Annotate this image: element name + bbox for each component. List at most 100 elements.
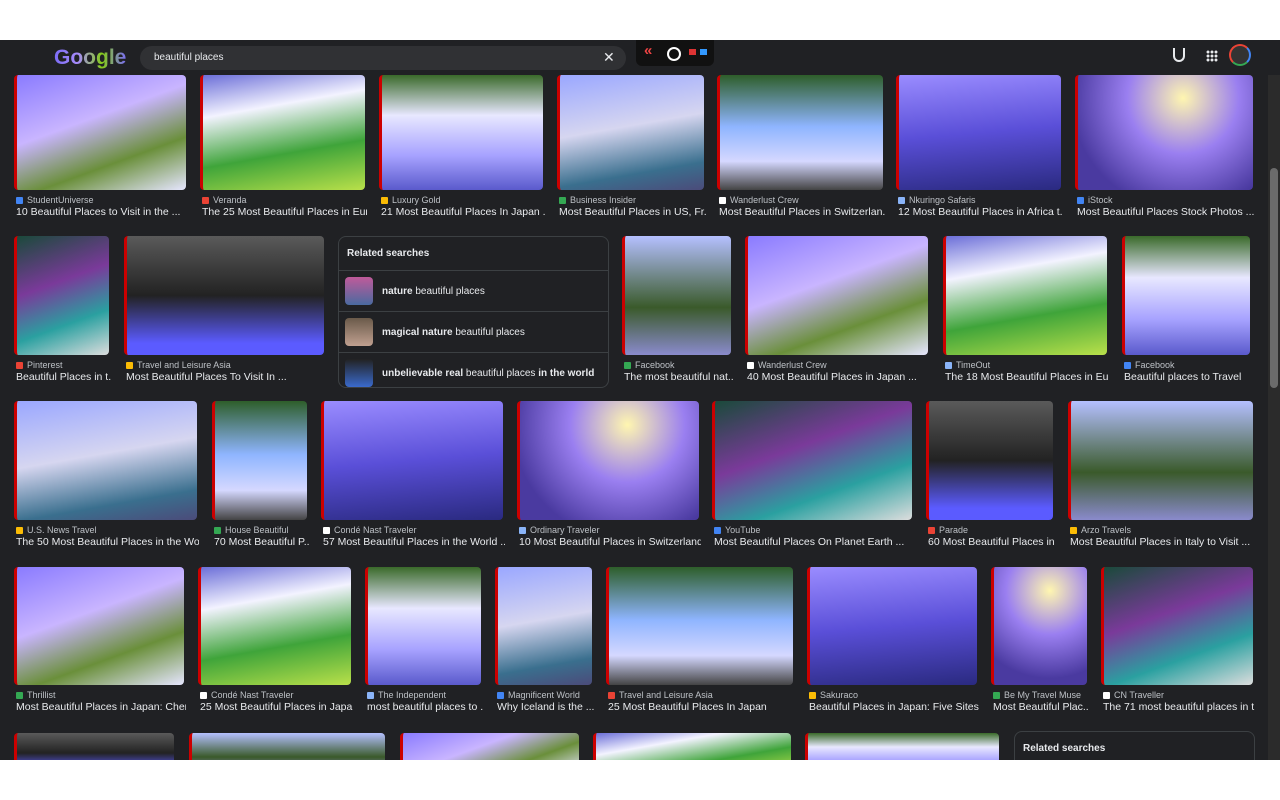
related-text[interactable]: magical nature: [382, 326, 453, 338]
source-name[interactable]: Condé Nast Traveler: [334, 525, 417, 535]
result-image[interactable]: [321, 401, 503, 520]
result-source[interactable]: The Independent: [367, 690, 483, 700]
result-source[interactable]: Travel and Leisure Asia: [608, 690, 795, 700]
result-image[interactable]: [200, 75, 365, 190]
result-image[interactable]: [400, 733, 579, 760]
result-title[interactable]: most beautiful places to ...: [367, 701, 483, 713]
source-name[interactable]: Veranda: [213, 195, 247, 205]
result-image[interactable]: [212, 401, 307, 520]
record-icon[interactable]: [667, 47, 681, 61]
result-title[interactable]: Most Beautiful Plac...: [993, 701, 1089, 713]
source-name[interactable]: House Beautiful: [225, 525, 289, 535]
related-item[interactable]: magical nature beautiful places: [339, 311, 608, 352]
logo[interactable]: Google: [54, 46, 127, 69]
source-name[interactable]: Luxury Gold: [392, 195, 441, 205]
result-title[interactable]: 21 Most Beautiful Places In Japan ...: [381, 206, 545, 218]
related-text[interactable]: nature: [382, 285, 413, 297]
scrollbar-thumb[interactable]: [1270, 168, 1278, 388]
related-text[interactable]: beautiful places: [463, 367, 539, 379]
result-title[interactable]: The 71 most beautiful places in t...: [1103, 701, 1255, 713]
result-source[interactable]: U.S. News Travel: [16, 525, 199, 535]
result-image[interactable]: [557, 75, 704, 190]
result-source[interactable]: Pinterest: [16, 360, 111, 370]
result-title[interactable]: 25 Most Beautiful Places in Japa...: [200, 701, 353, 713]
result-source[interactable]: Ordinary Traveler: [519, 525, 701, 535]
result-image[interactable]: [622, 236, 731, 355]
result-image[interactable]: [495, 567, 592, 685]
source-name[interactable]: Condé Nast Traveler: [211, 690, 294, 700]
result-source[interactable]: Wanderlust Crew: [747, 360, 930, 370]
result-title[interactable]: 25 Most Beautiful Places In Japan: [608, 701, 767, 713]
related-text[interactable]: beautiful places: [412, 285, 485, 297]
result-source[interactable]: CN Traveller: [1103, 690, 1255, 700]
result-source[interactable]: Parade: [928, 525, 1055, 535]
result-title[interactable]: Most Beautiful Places in US, Fr...: [559, 206, 706, 218]
result-image[interactable]: [517, 401, 699, 520]
result-title[interactable]: Why Iceland is the ...: [497, 701, 594, 713]
result-image[interactable]: [926, 401, 1053, 520]
result-title[interactable]: Most Beautiful Places in Japan: Cher...: [16, 701, 186, 713]
result-source[interactable]: TimeOut: [945, 360, 1109, 370]
result-title[interactable]: The 18 Most Beautiful Places in Eur...: [945, 371, 1109, 383]
scrollbar[interactable]: [1268, 75, 1280, 760]
result-source[interactable]: Luxury Gold: [381, 195, 545, 205]
result-title[interactable]: 40 Most Beautiful Places in Japan ...: [747, 371, 917, 383]
source-name[interactable]: Business Insider: [570, 195, 637, 205]
result-title[interactable]: Most Beautiful Places in Italy to Visit …: [1070, 536, 1251, 548]
result-image[interactable]: [943, 236, 1107, 355]
source-name[interactable]: U.S. News Travel: [27, 525, 97, 535]
account-avatar[interactable]: [1229, 44, 1251, 66]
result-source[interactable]: Arzo Travels: [1070, 525, 1255, 535]
result-source[interactable]: Thrillist: [16, 690, 186, 700]
source-name[interactable]: TimeOut: [956, 360, 991, 370]
result-image[interactable]: [896, 75, 1061, 190]
source-name[interactable]: Wanderlust Crew: [758, 360, 827, 370]
result-image[interactable]: [14, 75, 186, 190]
apps-icon[interactable]: [1206, 50, 1218, 62]
result-image[interactable]: [189, 733, 385, 760]
result-image[interactable]: [14, 401, 197, 520]
source-name[interactable]: Facebook: [635, 360, 675, 370]
result-source[interactable]: iStock: [1077, 195, 1255, 205]
result-source[interactable]: StudentUniverse: [16, 195, 188, 205]
result-image[interactable]: [712, 401, 912, 520]
result-image[interactable]: [991, 567, 1087, 685]
result-title[interactable]: Beautiful Places in Japan: Five Sites ..…: [809, 701, 979, 713]
result-title[interactable]: Most Beautiful Places Stock Photos ...: [1077, 206, 1255, 218]
result-image[interactable]: [124, 236, 324, 355]
result-source[interactable]: Be My Travel Muse: [993, 690, 1089, 700]
result-source[interactable]: Veranda: [202, 195, 367, 205]
related-item[interactable]: nature beautiful places: [339, 270, 608, 311]
source-name[interactable]: Be My Travel Muse: [1004, 690, 1082, 700]
source-name[interactable]: Travel and Leisure Asia: [137, 360, 231, 370]
result-source[interactable]: Facebook: [624, 360, 733, 370]
result-title[interactable]: Beautiful places to Travel: [1124, 371, 1242, 383]
related-text[interactable]: unbelievable real: [382, 367, 464, 379]
related-text[interactable]: in the world: [538, 367, 595, 379]
result-image[interactable]: [1101, 567, 1253, 685]
result-image[interactable]: [1075, 75, 1253, 190]
result-source[interactable]: YouTube: [714, 525, 914, 535]
result-image[interactable]: [14, 733, 174, 760]
result-title[interactable]: 70 Most Beautiful P...: [214, 536, 309, 548]
result-title[interactable]: Most Beautiful Places On Planet Earth ..…: [714, 536, 905, 548]
result-title[interactable]: The 25 Most Beautiful Places in Eur...: [202, 206, 367, 218]
source-name[interactable]: StudentUniverse: [27, 195, 94, 205]
result-title[interactable]: 57 Most Beautiful Places in the World ..…: [323, 536, 505, 548]
source-name[interactable]: Facebook: [1135, 360, 1175, 370]
clear-button[interactable]: ✕: [603, 49, 615, 65]
source-name[interactable]: Travel and Leisure Asia: [619, 690, 713, 700]
result-source[interactable]: Nkuringo Safaris: [898, 195, 1063, 205]
result-source[interactable]: Magnificent World: [497, 690, 594, 700]
result-image[interactable]: [606, 567, 793, 685]
result-source[interactable]: Condé Nast Traveler: [323, 525, 505, 535]
search-box[interactable]: beautiful places ✕: [140, 46, 626, 70]
source-name[interactable]: YouTube: [725, 525, 761, 535]
result-image[interactable]: [593, 733, 791, 760]
result-title[interactable]: Most Beautiful Places in Switzerlan...: [719, 206, 885, 218]
result-image[interactable]: [717, 75, 883, 190]
result-image[interactable]: [198, 567, 351, 685]
result-image[interactable]: [14, 567, 184, 685]
result-title[interactable]: 12 Most Beautiful Places in Africa t...: [898, 206, 1063, 218]
related-text[interactable]: beautiful places: [452, 326, 525, 338]
